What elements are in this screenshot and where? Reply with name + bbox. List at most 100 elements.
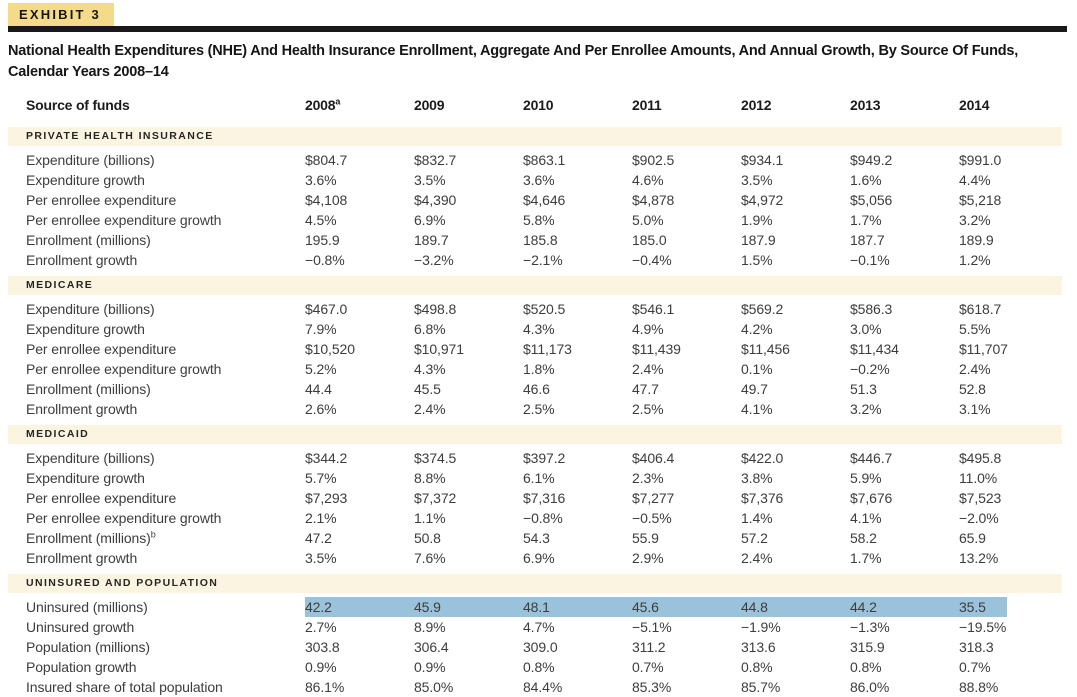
table-row: Expenditure (billions) $804.7 $832.7 $863.1… bbox=[8, 150, 1062, 170]
value-cell: 195.9 bbox=[305, 232, 340, 248]
value-cell: $406.4 bbox=[632, 450, 675, 466]
row-label: Uninsured (millions) bbox=[26, 599, 148, 615]
table-row: Expenditure growth 3.6% 3.5% 3.6% 4.6% 3.5% 1.… bbox=[8, 170, 1062, 190]
value-cell: $397.2 bbox=[523, 450, 566, 466]
value-cell: 187.7 bbox=[850, 232, 885, 248]
value-cell: $10,520 bbox=[305, 341, 355, 357]
value-cell: 55.9 bbox=[632, 530, 659, 546]
value-cell: $4,390 bbox=[414, 192, 457, 208]
section-heading: UNINSURED AND POPULATION bbox=[8, 574, 1062, 593]
row-label: Enrollment (millions) bbox=[26, 381, 151, 397]
exhibit-title-line2: Calendar Years 2008–14 bbox=[8, 64, 169, 80]
value-cell: $7,316 bbox=[523, 490, 566, 506]
table-row: Enrollment growth 2.6% 2.4% 2.5% 2.5% 4.1% 3.2… bbox=[8, 399, 1062, 419]
row-label: Expenditure growth bbox=[26, 172, 145, 188]
value-cell: 5.5% bbox=[959, 321, 991, 337]
value-cell: $11,173 bbox=[523, 341, 572, 357]
value-cell: −0.1% bbox=[850, 252, 890, 268]
value-cell: 88.8% bbox=[959, 679, 999, 695]
value-cell: 51.3 bbox=[850, 381, 877, 397]
value-cell: $902.5 bbox=[632, 152, 675, 168]
row-label: Expenditure growth bbox=[26, 321, 145, 337]
value-cell: 4.3% bbox=[414, 361, 446, 377]
value-cell: 5.0% bbox=[632, 212, 664, 228]
value-cell: 5.8% bbox=[523, 212, 555, 228]
value-cell: −2.1% bbox=[523, 252, 563, 268]
value-cell: −0.8% bbox=[305, 252, 345, 268]
value-cell: 4.9% bbox=[632, 321, 664, 337]
value-cell: 85.7% bbox=[741, 679, 781, 695]
value-cell: 0.7% bbox=[632, 659, 664, 675]
section-heading: MEDICAID bbox=[8, 425, 1062, 444]
value-cell: 2.4% bbox=[959, 361, 991, 377]
value-cell: 44.8 bbox=[741, 597, 850, 617]
table-row: Per enrollee expenditure $7,293 $7,372 $7,3… bbox=[8, 488, 1062, 508]
value-cell: 3.8% bbox=[741, 470, 773, 486]
value-cell: −19.5% bbox=[959, 619, 1007, 635]
table-row: Enrollment (millions) 195.9 189.7 185.8 185.… bbox=[8, 230, 1062, 250]
value-cell: 2.4% bbox=[741, 550, 773, 566]
table-row: Insured share of total population 86.1% 85… bbox=[8, 677, 1062, 697]
value-cell: 309.0 bbox=[523, 639, 558, 655]
value-cell: $520.5 bbox=[523, 301, 566, 317]
value-cell: 306.4 bbox=[414, 639, 449, 655]
value-cell: 0.1% bbox=[741, 361, 773, 377]
table-row: Enrollment (millions) 44.4 45.5 46.6 47.7 49.… bbox=[8, 379, 1062, 399]
value-cell: 189.9 bbox=[959, 232, 994, 248]
value-cell: 86.0% bbox=[850, 679, 890, 695]
value-cell: 4.1% bbox=[850, 510, 882, 526]
column-header-year: 2010 bbox=[523, 97, 554, 113]
value-cell: −0.8% bbox=[523, 510, 563, 526]
table-row: Uninsured growth 2.7% 8.9% 4.7% −5.1% −1.9% −1… bbox=[8, 617, 1062, 637]
value-cell: $991.0 bbox=[959, 152, 1002, 168]
exhibit-title-line1: National Health Expenditures (NHE) And H… bbox=[8, 43, 1019, 59]
value-cell: 5.7% bbox=[305, 470, 337, 486]
value-cell: 42.2 bbox=[305, 597, 414, 617]
value-cell: $7,523 bbox=[959, 490, 1002, 506]
value-cell: −1.3% bbox=[850, 619, 890, 635]
value-cell: 0.9% bbox=[305, 659, 337, 675]
value-cell: 6.9% bbox=[523, 550, 555, 566]
value-cell: 84.4% bbox=[523, 679, 563, 695]
value-cell: 4.5% bbox=[305, 212, 337, 228]
column-header-year: 2008a bbox=[305, 96, 341, 113]
value-cell: −3.2% bbox=[414, 252, 454, 268]
value-cell: 3.0% bbox=[850, 321, 882, 337]
value-cell: 5.9% bbox=[850, 470, 882, 486]
value-cell: 0.8% bbox=[741, 659, 773, 675]
table-row: Per enrollee expenditure $4,108 $4,390 $4,6… bbox=[8, 190, 1062, 210]
value-cell: 0.9% bbox=[414, 659, 446, 675]
section-heading: MEDICARE bbox=[8, 276, 1062, 295]
value-cell: 45.9 bbox=[414, 597, 523, 617]
value-cell: 44.2 bbox=[850, 597, 959, 617]
table-row: Per enrollee expenditure $10,520 $10,971 $1… bbox=[8, 339, 1062, 359]
nhe-table: Source of funds 2008a 2009 2010 2011 2012 2013… bbox=[8, 93, 1062, 697]
value-cell: 48.1 bbox=[523, 597, 632, 617]
value-cell: −0.5% bbox=[632, 510, 672, 526]
value-cell: 8.8% bbox=[414, 470, 446, 486]
value-cell: 50.8 bbox=[414, 530, 441, 546]
value-cell: 3.2% bbox=[959, 212, 991, 228]
row-label: Per enrollee expenditure bbox=[26, 341, 177, 357]
value-cell: 1.2% bbox=[959, 252, 991, 268]
value-cell: $374.5 bbox=[414, 450, 457, 466]
value-cell: $804.7 bbox=[305, 152, 348, 168]
row-label: Per enrollee expenditure growth bbox=[26, 510, 222, 526]
value-cell: $618.7 bbox=[959, 301, 1002, 317]
value-cell: $11,456 bbox=[741, 341, 790, 357]
value-cell: 13.2% bbox=[959, 550, 999, 566]
value-cell: 313.6 bbox=[741, 639, 776, 655]
value-cell: 189.7 bbox=[414, 232, 449, 248]
value-cell: $949.2 bbox=[850, 152, 893, 168]
value-cell: 311.2 bbox=[632, 639, 666, 655]
section-heading: PRIVATE HEALTH INSURANCE bbox=[8, 127, 1062, 146]
value-cell: $467.0 bbox=[305, 301, 348, 317]
value-cell: 45.5 bbox=[414, 381, 441, 397]
row-label: Enrollment (millions)b bbox=[26, 529, 156, 546]
value-cell: 1.7% bbox=[850, 212, 882, 228]
value-cell: 3.2% bbox=[850, 401, 882, 417]
value-cell: 2.9% bbox=[632, 550, 664, 566]
value-cell: $569.2 bbox=[741, 301, 784, 317]
value-cell: $422.0 bbox=[741, 450, 784, 466]
value-cell: 2.1% bbox=[305, 510, 337, 526]
